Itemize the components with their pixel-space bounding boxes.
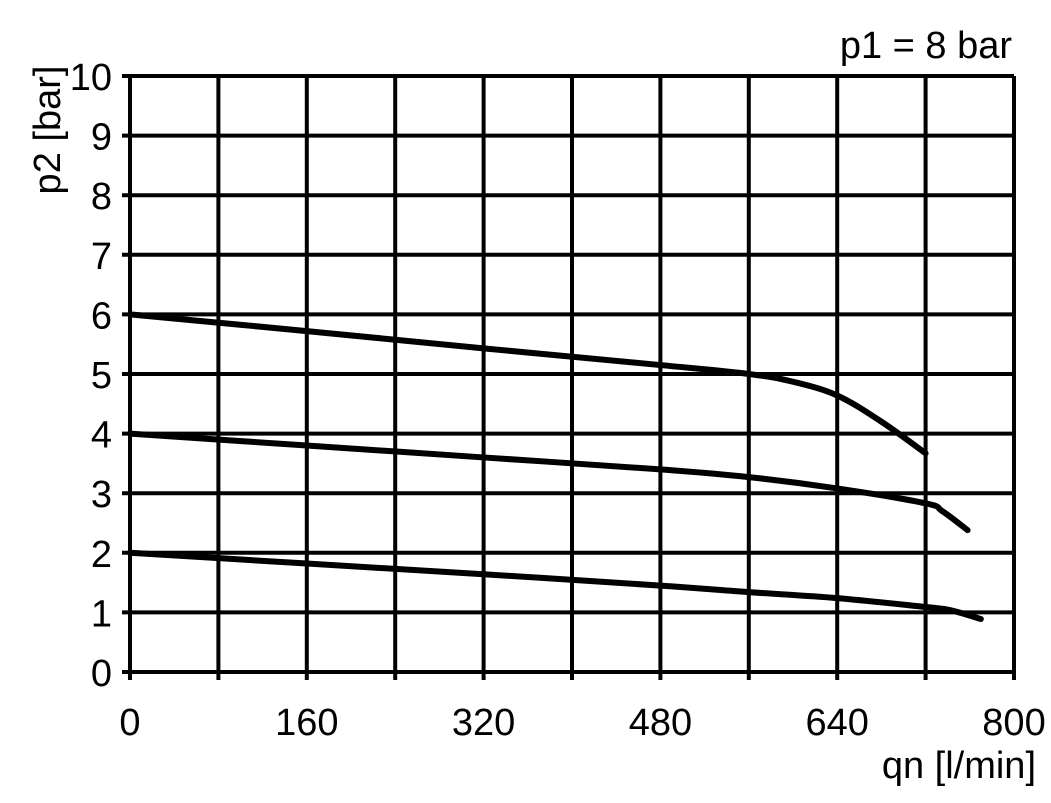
series-line-1 bbox=[127, 311, 929, 457]
x-tick-label: 0 bbox=[119, 702, 140, 744]
y-tick-label: 10 bbox=[70, 57, 112, 99]
y-tick-label: 3 bbox=[91, 474, 112, 516]
y-axis-label: p2 [bar] bbox=[27, 66, 69, 195]
y-tick-label: 4 bbox=[91, 415, 112, 457]
y-tick-label: 0 bbox=[91, 653, 112, 695]
y-tick-label: 7 bbox=[91, 236, 112, 278]
chart-title: p1 = 8 bar bbox=[840, 25, 1013, 67]
y-tick-label: 2 bbox=[91, 534, 112, 576]
grid bbox=[122, 74, 1016, 680]
series-line-2 bbox=[127, 430, 971, 534]
y-tick-labels: 0 1 2 3 4 5 6 7 8 9 10 bbox=[70, 57, 112, 695]
x-axis-label: qn [l/min] bbox=[882, 745, 1036, 787]
x-tick-label: 480 bbox=[629, 702, 692, 744]
x-tick-label: 800 bbox=[982, 702, 1045, 744]
y-tick-label: 6 bbox=[91, 295, 112, 337]
x-tick-label: 640 bbox=[805, 702, 868, 744]
y-tick-label: 9 bbox=[91, 117, 112, 159]
series-line-3 bbox=[127, 549, 984, 622]
series-group bbox=[127, 311, 984, 622]
x-tick-labels: 0 160 320 480 640 800 bbox=[119, 702, 1045, 744]
y-tick-label: 1 bbox=[91, 593, 112, 635]
x-tick-label: 160 bbox=[275, 702, 338, 744]
x-tick-label: 320 bbox=[452, 702, 515, 744]
y-tick-label: 8 bbox=[91, 176, 112, 218]
y-tick-label: 5 bbox=[91, 355, 112, 397]
